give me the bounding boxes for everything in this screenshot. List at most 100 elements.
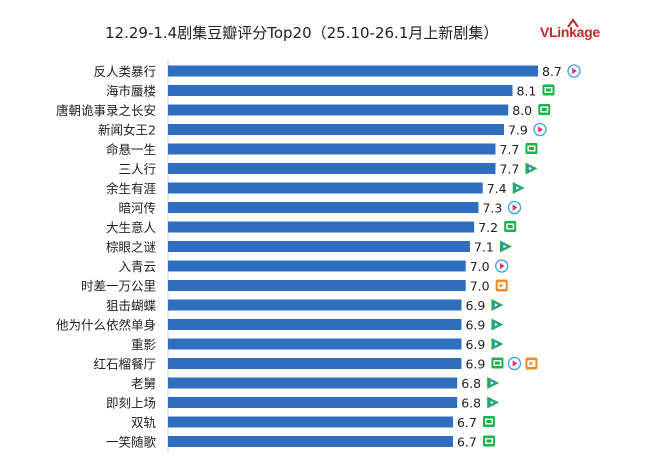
iqiyi-icon-mark [486,420,492,423]
bar [168,124,504,135]
category-label: 大生意人 [106,220,157,235]
logo-roof-icon [567,18,579,28]
mango-icon-play [499,283,504,288]
tencent-icon [491,299,504,311]
tencent-icon [487,396,500,409]
youku-icon [495,259,509,273]
value-label: 7.0 [470,259,490,274]
category-label: 老舅 [131,376,156,391]
value-label: 8.0 [512,103,532,118]
category-label: 重影 [131,337,157,352]
iqiyi-icon-mark [541,108,547,111]
tencent-icon-core [490,400,494,405]
category-label: 时差一万公里 [81,279,156,294]
category-label: 三人行 [118,162,156,177]
chart-title: 12.29-1.4剧集豆瓣评分Top20（25.10-26.1月上新剧集） [105,24,499,42]
bar [168,221,475,233]
value-label: 6.9 [465,357,485,372]
category-label: 红石榴餐厅 [93,357,156,372]
category-label: 双轨 [131,415,157,430]
tencent-icon-core [490,381,494,385]
tencent-icon-core [528,166,533,171]
bar [168,377,458,389]
value-label: 6.9 [465,298,485,313]
bar [168,358,462,369]
tencent-icon [491,318,504,331]
tencent-icon-core [516,186,520,190]
youku-icon [533,122,547,137]
iqiyi-icon-mark [507,225,513,228]
category-label: 入青云 [118,259,156,274]
iqiyi-icon-mark [545,88,551,92]
category-label: 命悬一生 [106,142,156,157]
value-label: 7.2 [478,220,498,235]
value-label: 6.7 [457,415,477,430]
mango-icon [495,279,508,292]
bar [168,85,513,96]
tencent-icon-core [503,244,507,249]
category-label: 余生有涯 [106,181,156,196]
iqiyi-icon [491,357,504,369]
value-label: 7.4 [487,181,507,196]
bar [168,299,462,311]
youku-icon-play [538,126,543,133]
bar [168,436,453,447]
tencent-icon-core [494,322,499,327]
iqiyi-icon [482,435,495,447]
bar [168,260,466,272]
value-label: 7.1 [474,240,494,255]
logo-text: VLinkage [540,24,600,40]
iqiyi-icon [538,104,551,115]
value-label: 7.3 [482,201,502,216]
category-label: 唐朝诡事录之长安 [56,103,156,118]
youku-icon [507,356,522,371]
tencent-icon [525,162,538,175]
vlinkage-logo: VLinkage [540,18,602,44]
youku-icon-play [499,262,505,270]
bar [168,143,496,155]
value-label: 6.7 [457,435,477,450]
value-label: 8.7 [542,64,562,79]
bar [168,416,453,428]
bar [168,104,509,116]
category-label: 暗河传 [118,201,156,216]
bar [168,65,538,77]
mango-icon [525,357,538,370]
category-label: 新闻女王2 [98,123,156,138]
youku-icon-play [512,360,518,367]
value-label: 7.7 [499,142,519,157]
bar [168,319,462,330]
bar [168,338,462,350]
iqiyi-icon-mark [486,439,492,443]
tencent-icon [491,338,504,350]
tencent-icon [512,182,525,194]
category-label: 海市蜃楼 [106,84,156,99]
mango-icon-play [529,361,534,366]
youku-icon [507,200,522,215]
bar [168,241,470,252]
category-label: 狙击蝴蝶 [106,298,157,313]
iqiyi-icon [542,84,555,96]
bar [168,202,479,213]
category-label: 一笑随歌 [106,435,157,450]
tencent-icon [499,240,512,253]
value-label: 7.0 [470,279,490,294]
iqiyi-icon-mark [528,147,534,150]
value-label: 6.8 [461,376,481,391]
value-label: 6.9 [465,318,485,333]
youku-icon [567,64,581,78]
bar [168,397,458,408]
category-label: 他为什么依然单身 [56,318,156,333]
iqiyi-icon-mark [494,361,500,365]
youku-icon-play [512,204,518,211]
category-label: 即刻上场 [106,396,156,411]
iqiyi-icon [525,143,538,154]
tencent-icon-core [494,303,499,307]
youku-icon-play [572,67,577,75]
bar [168,182,483,194]
iqiyi-icon [482,416,495,427]
iqiyi-icon [504,221,517,232]
value-label: 6.9 [465,337,485,352]
